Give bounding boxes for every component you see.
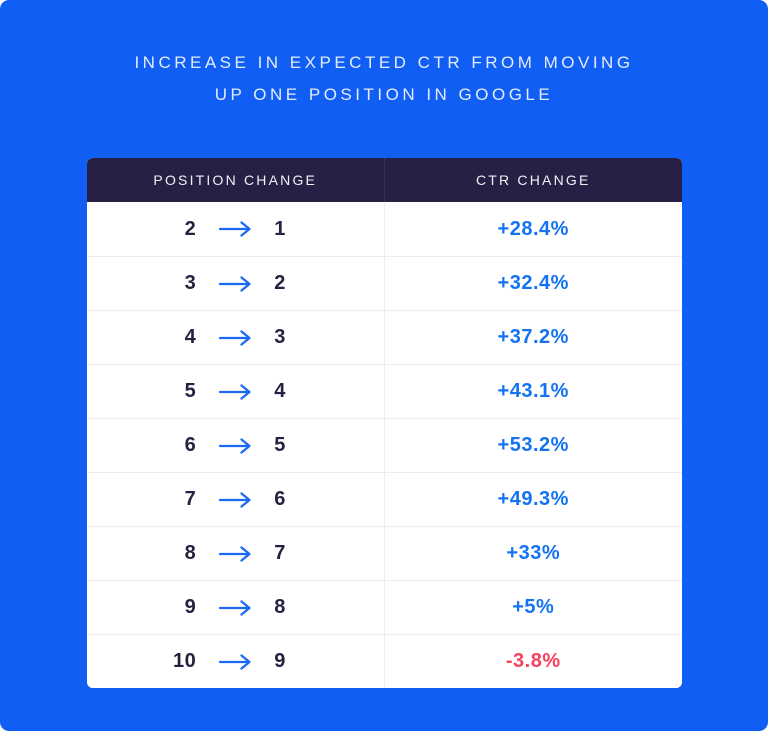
ctr-change-value: +37.2% [497,326,569,348]
ctr-change-cell: +49.3% [384,473,682,526]
position-change-cell: 8 7 [87,527,385,580]
title-line-1: INCREASE IN EXPECTED CTR FROM MOVING [134,53,634,72]
position-from: 6 [184,434,197,456]
position-to: 1 [274,217,286,240]
position-change-cell: 2 1 [87,202,385,256]
right-arrow-icon [219,599,251,616]
position-change-cell: 10 9 [87,635,385,688]
ctr-change-cell: +28.4% [384,202,682,256]
ctr-change-cell: -3.8% [384,635,682,688]
ctr-change-value: +5% [512,596,555,618]
position-from: 7 [184,488,197,510]
position-to: 7 [274,542,286,564]
ctr-change-cell: +5% [384,581,682,634]
column-header-position-change: POSITION CHANGE [153,172,318,188]
page-title: INCREASE IN EXPECTED CTR FROM MOVING UP … [0,0,768,111]
position-change-cell: 3 2 [87,257,385,310]
table-row: 7 6 +49.3% [86,472,682,526]
table-row: 6 5 +53.2% [86,418,682,472]
right-arrow-icon [219,491,251,508]
ctr-change-cell: +33% [384,527,682,580]
position-to: 8 [274,596,286,618]
position-from: 8 [184,542,197,564]
column-header-ctr-change: CTR CHANGE [384,158,682,202]
position-from: 2 [184,217,197,240]
table-body: 2 1 +28.4% 3 2 +32.4% 4 3 [86,202,682,688]
position-change-cell: 9 8 [87,581,385,634]
position-change-cell: 6 5 [87,419,385,472]
ctr-change-cell: +53.2% [384,419,682,472]
position-from: 5 [184,380,197,402]
right-arrow-icon [219,383,251,400]
right-arrow-icon [219,329,251,346]
position-from: 4 [184,326,197,348]
position-from: 9 [184,596,197,618]
table-header-row: POSITION CHANGE CTR CHANGE [86,158,682,202]
table-row: 4 3 +37.2% [86,310,682,364]
ctr-change-value: +43.1% [497,380,569,402]
position-change-cell: 7 6 [87,473,385,526]
position-to: 6 [274,488,286,510]
ctr-change-cell: +43.1% [384,365,682,418]
table-row: 3 2 +32.4% [86,256,682,310]
ctr-change-value: +32.4% [497,272,569,294]
ctr-table: POSITION CHANGE CTR CHANGE 2 1 +28.4% 3 … [86,158,682,688]
ctr-change-cell: +37.2% [384,311,682,364]
position-to: 3 [274,326,286,348]
ctr-change-value: -3.8% [505,650,561,672]
table-row: 8 7 +33% [86,526,682,580]
position-change-cell: 5 4 [87,365,385,418]
position-to: 2 [274,272,286,294]
position-to: 5 [274,434,286,456]
position-to: 4 [274,380,286,402]
position-to: 9 [274,650,286,672]
ctr-change-cell: +32.4% [384,257,682,310]
position-change-cell: 4 3 [87,311,385,364]
right-arrow-icon [219,221,251,237]
position-from: 10 [173,650,197,672]
right-arrow-icon [219,545,251,562]
ctr-change-value: +33% [506,542,561,564]
ctr-change-value: +28.4% [497,217,569,240]
table-row: 9 8 +5% [86,580,682,634]
ctr-change-value: +49.3% [497,488,569,510]
ctr-change-value: +53.2% [497,434,569,456]
table-row: 5 4 +43.1% [86,364,682,418]
table-row: 2 1 +28.4% [86,202,682,256]
right-arrow-icon [219,275,251,292]
title-line-2: UP ONE POSITION IN GOOGLE [214,85,554,104]
right-arrow-icon [219,653,251,670]
right-arrow-icon [219,437,251,454]
position-from: 3 [184,272,197,294]
table-row: 10 9 -3.8% [86,634,682,688]
